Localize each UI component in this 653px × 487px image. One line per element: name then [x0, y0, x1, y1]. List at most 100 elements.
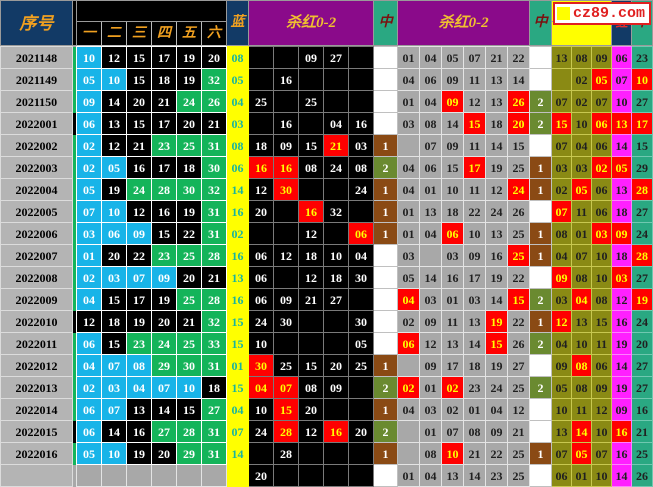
row-sequence-number: 2022008 — [0, 266, 73, 289]
red-ball-2: 06 — [101, 222, 127, 245]
red-ball-3: 20 — [126, 90, 152, 113]
kill-red-1-cell-3 — [298, 442, 324, 465]
red-ball-2: 12 — [101, 134, 127, 157]
red-ball-3: 15 — [126, 112, 152, 135]
blue-ball: 15 — [226, 332, 249, 355]
zhong-2-count — [529, 398, 552, 421]
zhong-2-count: 1 — [529, 222, 552, 245]
range-cell-5: 20 — [631, 332, 653, 355]
row-color-strip — [72, 266, 77, 289]
kill-red-2-cell-6: 20 — [507, 112, 530, 135]
range-cell-5: 27 — [631, 200, 653, 223]
red-ball-5: 25 — [176, 244, 202, 267]
red-ball-1: 02 — [76, 134, 102, 157]
red-ball-1: 06 — [76, 112, 102, 135]
range-cell-2: 02 — [571, 90, 592, 113]
kill-red-1-cell-5: 05 — [348, 332, 374, 355]
red-ball-6: 27 — [201, 398, 227, 421]
red-ball-4: 20 — [151, 310, 177, 333]
kill-red-1-cell-4: 04 — [323, 112, 349, 135]
kill-red-1-cell-2: 15 — [273, 398, 299, 421]
range-cell-5: 28 — [631, 178, 653, 201]
kill-red-1-cell-1 — [248, 112, 274, 135]
range-cell-5: 27 — [631, 376, 653, 399]
kill-red-2-cell-2: 13 — [419, 200, 442, 223]
blue-ball: 02 — [226, 222, 249, 245]
kill-red-2-cell-6: 12 — [507, 398, 530, 421]
kill-red-2-cell-6: 22 — [507, 266, 530, 289]
kill-red-1-cell-1: 12 — [248, 178, 274, 201]
red-ball-2: 15 — [101, 332, 127, 355]
range-cell-4: 16 — [611, 310, 632, 333]
kill-red-2-cell-2: 14 — [419, 266, 442, 289]
range-cell-3: 05 — [591, 68, 612, 91]
row-sequence-number: 2022001 — [0, 112, 73, 135]
kill-red-1-cell-1 — [248, 442, 274, 465]
row-color-strip — [72, 156, 77, 179]
red-ball-1 — [76, 464, 102, 487]
zhong-2-count — [529, 420, 552, 443]
red-ball-5: 30 — [176, 178, 202, 201]
header-kill-red-1: 杀红0-2 — [248, 0, 375, 46]
red-ball-5: 25 — [176, 288, 202, 311]
kill-red-1-cell-4: 16 — [323, 420, 349, 443]
kill-red-1-cell-1: 10 — [248, 332, 274, 355]
kill-red-1-cell-2: 09 — [273, 134, 299, 157]
kill-red-1-cell-4 — [323, 178, 349, 201]
kill-red-1-cell-5 — [348, 90, 374, 113]
kill-red-1-cell-5 — [348, 46, 374, 69]
red-ball-1: 02 — [76, 376, 102, 399]
range-cell-4: 14 — [611, 134, 632, 157]
range-cell-4: 14 — [611, 464, 632, 487]
kill-red-1-cell-3: 08 — [298, 156, 324, 179]
kill-red-1-cell-1: 18 — [248, 134, 274, 157]
table-row: 20 01 04 13 14 23 25 06 01 10 14 26 — [0, 464, 653, 487]
header-zhong-2: 中 — [529, 0, 553, 46]
kill-red-2-cell-6: 27 — [507, 354, 530, 377]
range-cell-3: 03 — [591, 222, 612, 245]
zhong-1-count: 1 — [373, 178, 398, 201]
kill-red-2-cell-1 — [397, 134, 420, 157]
range-cell-1: 06 — [551, 464, 572, 487]
red-ball-4: 17 — [151, 156, 177, 179]
red-ball-5 — [176, 464, 202, 487]
kill-red-2-cell-3: 09 — [441, 68, 464, 91]
kill-red-2-cell-3: 18 — [441, 200, 464, 223]
kill-red-1-cell-5: 25 — [348, 354, 374, 377]
zhong-1-count: 1 — [373, 134, 398, 157]
red-ball-6: 26 — [201, 90, 227, 113]
range-cell-4: 13 — [611, 112, 632, 135]
kill-red-2-cell-6: 26 — [507, 332, 530, 355]
red-ball-3: 15 — [126, 46, 152, 69]
red-ball-3: 13 — [126, 398, 152, 421]
red-ball-3: 16 — [126, 420, 152, 443]
row-sequence-number: 2022006 — [0, 222, 73, 245]
kill-red-2-cell-1 — [397, 420, 420, 443]
range-cell-5: 27 — [631, 354, 653, 377]
blue-ball: 14 — [226, 178, 249, 201]
zhong-2-count: 2 — [529, 90, 552, 113]
kill-red-2-cell-3: 05 — [441, 46, 464, 69]
zhong-2-count: 1 — [529, 310, 552, 333]
kill-red-2-cell-5: 22 — [485, 442, 508, 465]
kill-red-1-cell-1: 04 — [248, 376, 274, 399]
kill-red-2-cell-5: 19 — [485, 156, 508, 179]
kill-red-2-cell-6: 22 — [507, 46, 530, 69]
range-cell-2: 05 — [571, 442, 592, 465]
row-color-strip — [72, 222, 77, 245]
red-ball-2: 15 — [101, 288, 127, 311]
kill-red-2-cell-3: 10 — [441, 178, 464, 201]
zhong-1-count: 2 — [373, 420, 398, 443]
watermark-text: cz89.com — [572, 5, 645, 22]
red-ball-6: 32 — [201, 68, 227, 91]
red-ball-4: 24 — [151, 332, 177, 355]
zhong-2-count — [529, 354, 552, 377]
range-cell-1: 07 — [551, 200, 572, 223]
red-ball-1: 03 — [76, 222, 102, 245]
table-row: 2021148 10 12 15 17 19 20 08 09 27 01 04 05 07 21 22 13 0… — [0, 46, 653, 69]
red-ball-4: 19 — [151, 288, 177, 311]
red-ball-6: 31 — [201, 134, 227, 157]
kill-red-1-cell-4 — [323, 222, 349, 245]
red-ball-1: 04 — [76, 354, 102, 377]
table-row: 2021149 05 10 15 18 19 32 05 16 04 06 09 11 13 14 02 05 0… — [0, 68, 653, 91]
